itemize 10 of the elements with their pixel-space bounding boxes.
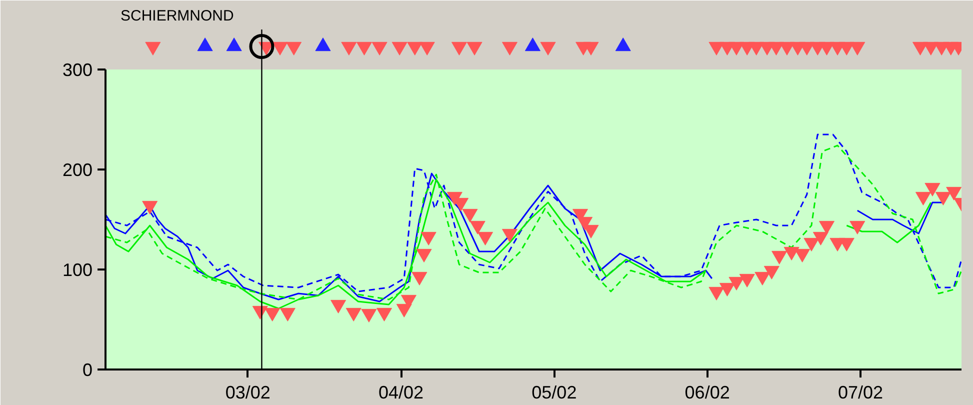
y-tick-label: 200	[62, 160, 93, 180]
x-tick-label: 07/02	[838, 382, 883, 402]
x-tick-label: 03/02	[225, 382, 270, 402]
chart-title: SCHIERMNOND	[120, 8, 234, 24]
x-tick-label: 05/02	[532, 382, 577, 402]
y-tick-label: 0	[82, 360, 93, 380]
x-tick-label: 06/02	[684, 382, 730, 402]
x-tick-label: 04/02	[378, 382, 424, 402]
y-tick-label: 300	[62, 60, 93, 80]
y-tick-label: 100	[62, 260, 93, 280]
